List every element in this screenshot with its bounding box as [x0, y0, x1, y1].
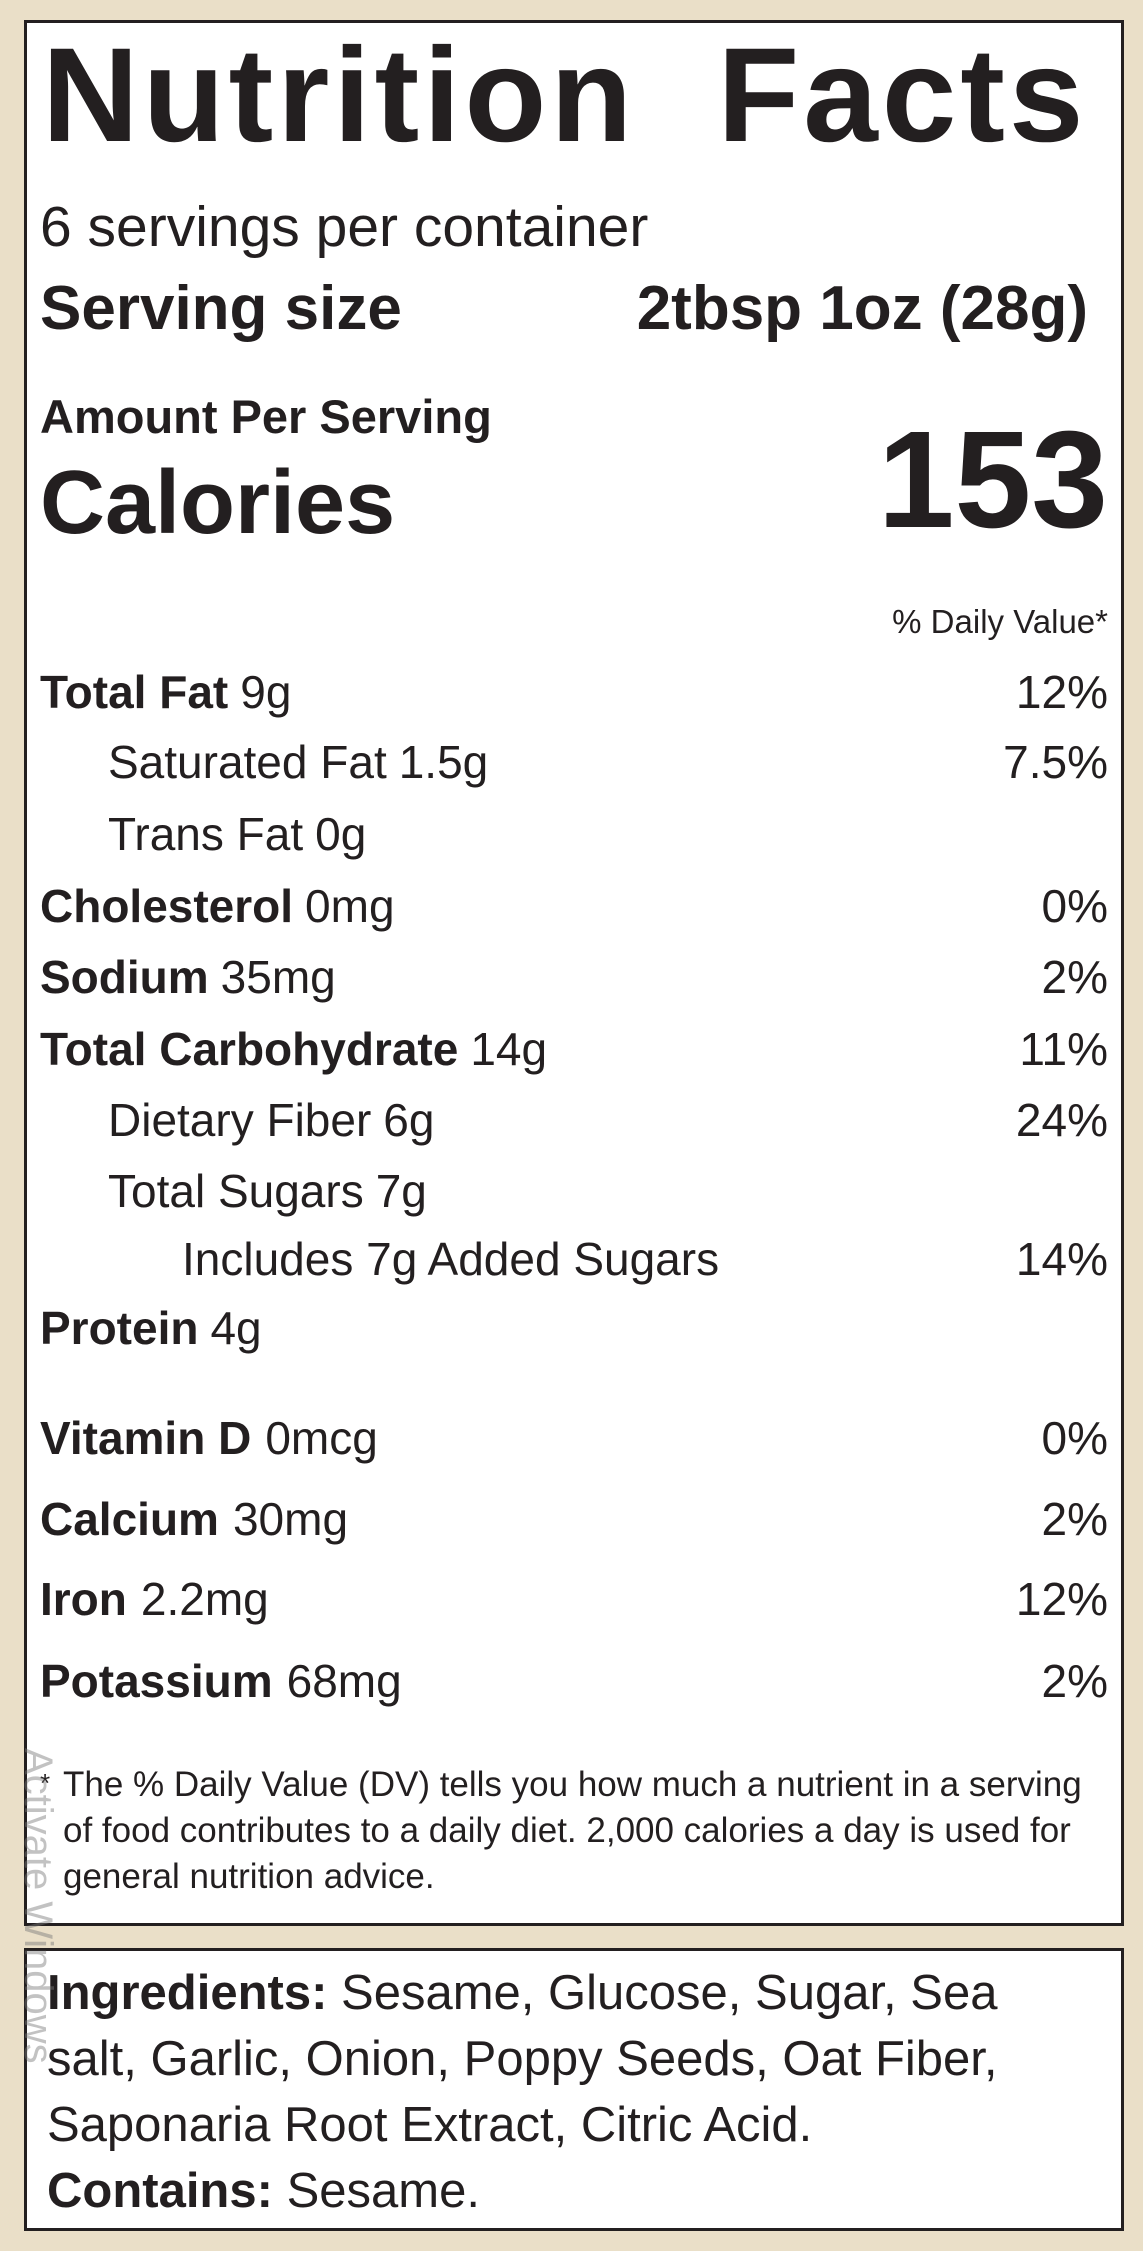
nutrient-amount: 14g: [470, 1023, 548, 1075]
serving-size: 2tbsp 1oz (28g): [636, 273, 1088, 343]
nutrient-row: Trans Fat 0g: [108, 811, 366, 857]
vitamin-amount: 30mg: [232, 1493, 349, 1545]
vitamin-row: Vitamin D 0mcg: [40, 1415, 378, 1461]
ingredients: Ingredients: Sesame, Glucose, Sugar, Sea…: [47, 1960, 1077, 2224]
serving-size-label: Serving size: [40, 273, 402, 343]
calories-label: Calories: [40, 452, 396, 553]
dv-header: % Daily Value*: [892, 602, 1108, 640]
vitamin-row: Calcium 30mg: [40, 1496, 348, 1542]
nutrient-amount: 0mg: [305, 880, 395, 932]
nutrient-name: Sodium: [40, 951, 209, 1003]
vitamin-dv: 2%: [1041, 1492, 1108, 1545]
vitamin-name: Vitamin D: [40, 1412, 252, 1464]
nutrient-amount: 1.5g: [398, 736, 489, 788]
footnote: The % Daily Value (DV) tells you how muc…: [63, 1765, 1082, 1896]
nutrient-amount: 9g: [240, 666, 292, 718]
nutrient-amount: 6g: [383, 1094, 435, 1146]
nutrient-dv: 2%: [1041, 950, 1108, 1003]
vitamin-amount: 68mg: [286, 1655, 402, 1707]
nutrient-name: Dietary Fiber: [108, 1094, 372, 1146]
nutrient-name: Total Fat: [40, 666, 229, 718]
nutrient-amount: 4g: [210, 1302, 262, 1354]
nutrient-amount: 0g: [315, 808, 367, 860]
contains-label: Contains:: [47, 2164, 273, 2218]
nutrient-dv: 0%: [1041, 879, 1108, 932]
vitamin-dv: 2%: [1041, 1654, 1108, 1707]
ingredients-box: [24, 1948, 1124, 2231]
nutrient-name: Includes 7g Added Sugars: [182, 1233, 720, 1285]
nutrient-name: Trans Fat: [108, 808, 304, 860]
footnote-mark: *: [40, 1768, 51, 1798]
nutrient-name: Total Carbohydrate: [40, 1023, 459, 1075]
vitamin-dv: 12%: [1015, 1572, 1108, 1625]
nutrient-dv: 24%: [1015, 1093, 1108, 1146]
ingredients-text: Sesame, Glucose, Sugar, Sea salt, Garlic…: [47, 1966, 998, 2152]
nutrient-row: Total Carbohydrate 14g: [40, 1026, 547, 1072]
nutrient-row: Dietary Fiber 6g: [108, 1097, 434, 1143]
title: Nutrition Facts: [42, 21, 1088, 171]
nutrient-row: Protein 4g: [40, 1305, 262, 1351]
vitamin-dv: 0%: [1041, 1411, 1108, 1464]
nutrient-amount: 7g: [375, 1165, 427, 1217]
watermark: Activate Windows: [16, 1748, 60, 2064]
amount-per-serving: Amount Per Serving: [40, 390, 492, 444]
contains-text: Sesame.: [286, 2164, 480, 2218]
vitamin-row: Potassium 68mg: [40, 1658, 402, 1704]
nutrient-amount: 35mg: [220, 951, 336, 1003]
nutrient-dv: 11%: [1019, 1022, 1108, 1075]
ingredients-label: Ingredients:: [47, 1966, 328, 2020]
nutrient-row: Saturated Fat 1.5g: [108, 739, 488, 785]
nutrient-dv: 14%: [1015, 1232, 1108, 1285]
nutrient-row: Cholesterol 0mg: [40, 883, 395, 929]
nutrient-row: Includes 7g Added Sugars: [182, 1236, 719, 1282]
nutrient-name: Total Sugars: [108, 1165, 364, 1217]
nutrient-dv: 12%: [1015, 665, 1108, 718]
nutrient-dv: 7.5%: [1003, 735, 1108, 788]
servings: 6 servings per container: [40, 194, 649, 259]
vitamin-name: Potassium: [40, 1655, 273, 1707]
nutrient-name: Saturated Fat: [108, 736, 387, 788]
nutrient-row: Total Sugars 7g: [108, 1168, 427, 1214]
nutrient-row: Sodium 35mg: [40, 954, 336, 1000]
nutrient-row: Total Fat 9g: [40, 669, 291, 715]
label-box: [24, 20, 1124, 1926]
vitamin-name: Calcium: [40, 1493, 219, 1545]
calories-value: 153: [877, 403, 1108, 558]
vitamin-amount: 0mcg: [265, 1412, 378, 1464]
nutrient-name: Protein: [40, 1302, 199, 1354]
vitamin-amount: 2.2mg: [140, 1573, 269, 1625]
vitamin-row: Iron 2.2mg: [40, 1576, 269, 1622]
vitamin-name: Iron: [40, 1573, 127, 1625]
nutrient-name: Cholesterol: [40, 880, 294, 932]
